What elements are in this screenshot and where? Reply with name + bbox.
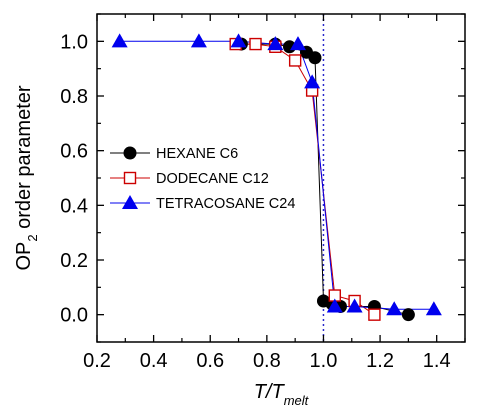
data-point-s2 [249, 37, 262, 51]
x-tick-label: 0.8 [253, 350, 281, 372]
data-point-s1 [401, 308, 415, 322]
legend-label-2: DODECANE C12 [156, 171, 269, 187]
data-point-s3 [425, 301, 442, 316]
axis-ticks [96, 13, 466, 343]
data-point-s3 [326, 298, 343, 313]
x-axis-title-main: T/T [254, 381, 286, 403]
y-axis-title-main: OP [13, 242, 35, 271]
x-tick-label: 1.0 [310, 350, 338, 372]
legend-label-1: HEXANE C6 [156, 146, 238, 162]
legend: HEXANE C6 DODECANE C12 TETRACOSANE C24 [110, 146, 295, 212]
data-point-s3 [304, 74, 321, 89]
legend-marker-1 [123, 146, 137, 160]
y-axis-title-sub: 2 [25, 234, 40, 241]
data-point-s2 [368, 308, 381, 321]
y-tick-label: 0.6 [60, 141, 88, 163]
x-tick-label: 1.4 [423, 350, 451, 372]
data-point-s3 [386, 301, 403, 316]
data-point-s1 [308, 51, 322, 65]
legend-label-3: TETRACOSANE C24 [156, 196, 295, 212]
plot-frame [96, 13, 466, 343]
axis-tick-labels: 0.2 0.4 0.6 0.8 1.0 1.2 1.4 0.0 0.2 0.4 0.6 0.8 1.0 [60, 31, 450, 372]
data-point-s3 [111, 33, 128, 48]
x-tick-label: 1.2 [366, 350, 394, 372]
x-tick-label: 0.2 [83, 350, 111, 372]
data-point-s3 [190, 33, 207, 48]
y-tick-label: 0.2 [60, 250, 88, 272]
x-tick-label: 0.4 [140, 350, 168, 372]
legend-marker-3 [122, 195, 138, 209]
y-tick-label: 0.8 [60, 86, 88, 108]
x-tick-label: 0.6 [196, 350, 224, 372]
y-tick-label: 1.0 [60, 31, 88, 53]
legend-marker-2 [123, 171, 137, 185]
x-axis-title: T/Tmelt [254, 381, 310, 408]
series-markers [111, 33, 442, 322]
y-axis-title: OP2 order parameter [13, 85, 40, 270]
y-tick-label: 0.4 [60, 195, 88, 217]
data-point-s3 [267, 36, 284, 51]
data-point-s3 [289, 36, 306, 51]
x-axis-title-sub: melt [284, 393, 310, 408]
data-point-s2 [288, 54, 302, 67]
y-axis-title-rest: order parameter [13, 85, 35, 234]
data-point-s3 [346, 298, 363, 313]
data-point-s3 [230, 33, 247, 48]
y-tick-label: 0.0 [60, 305, 88, 327]
